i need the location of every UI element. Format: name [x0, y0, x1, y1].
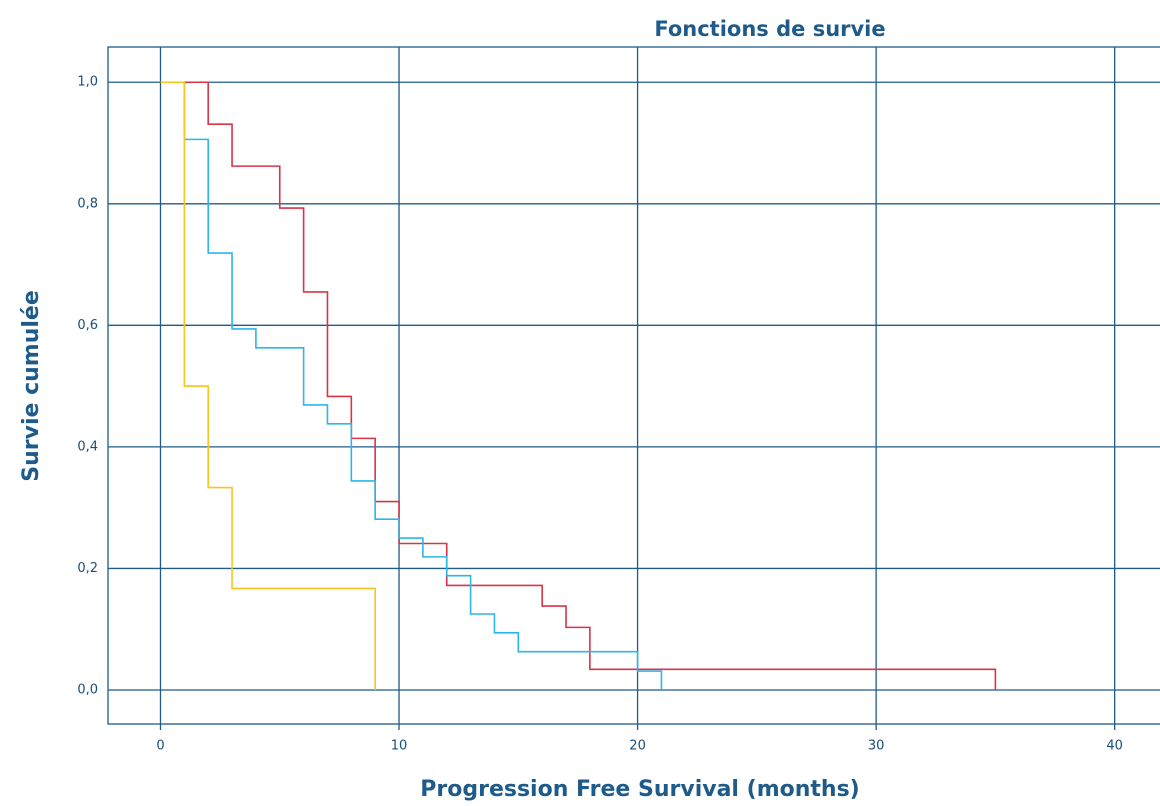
y-tick-label: 1,0: [77, 75, 98, 90]
survival-curve: [160, 81, 663, 690]
x-tick-label: 0: [156, 739, 164, 754]
survival-curve: [160, 81, 376, 690]
survival-curve: [160, 81, 997, 690]
y-axis-title: Survie cumulée: [19, 290, 44, 482]
y-tick-label: 0,4: [77, 439, 98, 454]
x-axis-title: Progression Free Survival (months): [420, 777, 859, 802]
chart-title: Fonctions de survie: [654, 17, 885, 41]
y-tick-label: 0,2: [77, 561, 98, 576]
x-tick-label: 30: [868, 739, 885, 754]
y-tick-label: 0,0: [77, 682, 98, 697]
y-tick-label: 0,8: [77, 196, 98, 211]
plot-frame: [107, 46, 1160, 725]
x-tick-label: 40: [1106, 739, 1123, 754]
x-tick-label: 20: [629, 739, 646, 754]
x-tick-label: 10: [391, 739, 408, 754]
y-tick-label: 0,6: [77, 318, 98, 333]
